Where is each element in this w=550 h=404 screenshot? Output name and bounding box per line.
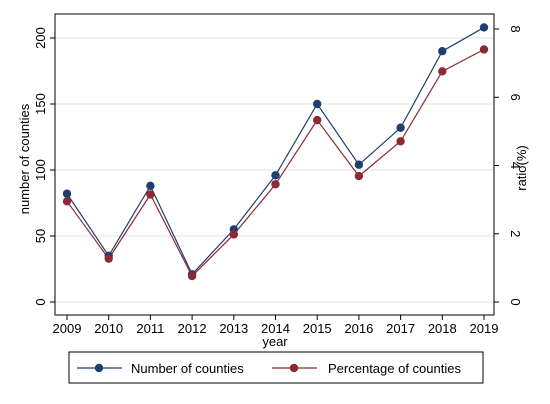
y-axis-left: 0 50 100 150 200 bbox=[33, 27, 55, 306]
series-line bbox=[66, 48, 485, 278]
data-point bbox=[354, 160, 364, 169]
series-lines bbox=[66, 26, 485, 278]
data-point bbox=[62, 197, 72, 206]
data-point bbox=[146, 181, 155, 191]
data-point bbox=[313, 99, 322, 109]
data-point bbox=[438, 47, 447, 56]
legend-marker bbox=[289, 363, 299, 373]
y-tick-label-left: 50 bbox=[33, 229, 48, 243]
data-points bbox=[62, 23, 489, 281]
y-tick-label-left: 0 bbox=[33, 298, 48, 305]
x-tick-label: 2014 bbox=[261, 321, 290, 336]
x-tick-label: 2015 bbox=[303, 321, 332, 336]
y-tick-label-right: 0 bbox=[508, 298, 523, 305]
y-tick-label-right: 8 bbox=[508, 25, 523, 32]
data-point bbox=[62, 189, 72, 198]
data-point bbox=[354, 171, 364, 181]
data-point bbox=[396, 123, 405, 132]
data-point bbox=[438, 67, 447, 76]
data-point bbox=[271, 180, 280, 189]
x-tick-label: 2013 bbox=[219, 321, 248, 336]
legend-marker bbox=[94, 363, 104, 373]
y-tick-label-left: 200 bbox=[33, 27, 48, 49]
y-tick-label-left: 150 bbox=[33, 93, 48, 115]
legend-label: Number of counties bbox=[131, 361, 244, 376]
x-tick-label: 2011 bbox=[136, 321, 164, 336]
y-tick-label-right: 4 bbox=[508, 162, 523, 169]
data-point bbox=[229, 230, 238, 239]
legend: Number of counties Percentage of counties bbox=[68, 351, 484, 384]
y-axis-label-left: number of counties bbox=[17, 103, 32, 214]
data-point bbox=[187, 271, 197, 281]
y-axis-right: 0 2 4 6 8 bbox=[494, 25, 523, 306]
legend-label: Percentage of counties bbox=[328, 361, 461, 376]
plot-frame bbox=[54, 13, 495, 316]
y-tick-label-left: 100 bbox=[33, 159, 48, 181]
x-tick-label: 2009 bbox=[53, 321, 82, 336]
plot-border bbox=[54, 13, 495, 316]
data-point bbox=[396, 137, 405, 146]
data-point bbox=[479, 45, 489, 54]
x-axis: 2009 2010 2011 2012 2013 2014 2015 2016 2017 2018… bbox=[53, 315, 499, 336]
x-tick-label: 2010 bbox=[94, 321, 123, 336]
data-point bbox=[479, 23, 489, 32]
y-tick-label-right: 6 bbox=[508, 94, 523, 101]
x-tick-label: 2012 bbox=[178, 321, 207, 336]
gridlines bbox=[55, 37, 494, 303]
x-tick-label: 2017 bbox=[386, 321, 415, 336]
data-point bbox=[146, 190, 155, 199]
data-point bbox=[271, 171, 280, 180]
y-axis-label-right: ratio(%) bbox=[514, 145, 529, 191]
x-tick-label: 2018 bbox=[428, 321, 457, 336]
data-point bbox=[313, 115, 322, 125]
series-line bbox=[66, 26, 485, 276]
x-tick-label: 2019 bbox=[470, 321, 499, 336]
x-tick-label: 2016 bbox=[344, 321, 373, 336]
y-tick-label-right: 2 bbox=[508, 230, 523, 237]
data-point bbox=[104, 254, 113, 263]
x-axis-label: year bbox=[262, 334, 288, 349]
